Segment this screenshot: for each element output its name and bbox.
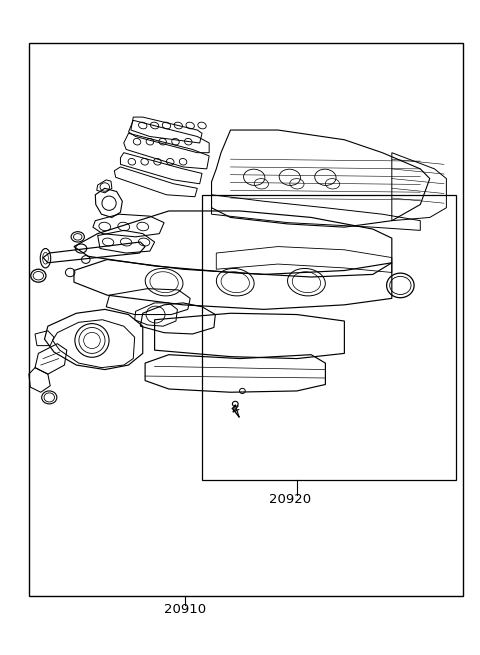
Text: 20910: 20910 xyxy=(164,603,206,616)
Bar xyxy=(202,195,456,479)
Bar xyxy=(29,43,463,596)
Text: 20920: 20920 xyxy=(269,493,311,506)
